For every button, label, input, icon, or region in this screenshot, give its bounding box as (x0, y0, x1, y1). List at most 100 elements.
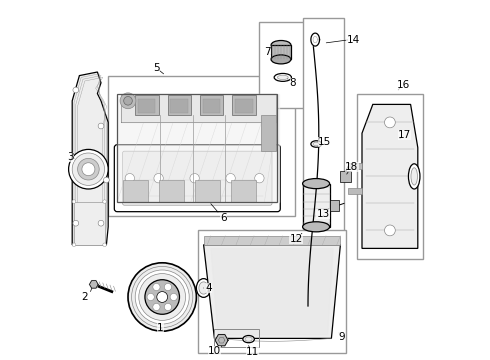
Bar (357, 94, 423, 259)
Bar (138, 99, 155, 113)
Text: 10: 10 (208, 346, 221, 356)
Ellipse shape (411, 168, 417, 185)
Polygon shape (215, 334, 228, 346)
Ellipse shape (409, 164, 420, 189)
Bar (117, 94, 277, 202)
Circle shape (125, 174, 134, 183)
Circle shape (385, 117, 395, 128)
Bar (198, 230, 346, 353)
Circle shape (147, 293, 154, 301)
Ellipse shape (303, 179, 330, 189)
Text: 7: 7 (264, 47, 270, 57)
Circle shape (72, 200, 76, 203)
Bar (232, 95, 256, 115)
Text: 13: 13 (317, 209, 330, 219)
Circle shape (255, 174, 264, 183)
Bar (204, 236, 341, 245)
Circle shape (154, 174, 163, 183)
Text: 2: 2 (81, 292, 88, 302)
Bar (203, 99, 220, 113)
Bar (122, 180, 148, 202)
Circle shape (103, 177, 109, 183)
Circle shape (139, 274, 186, 320)
Circle shape (98, 123, 104, 129)
Bar (74, 202, 104, 245)
Bar (159, 180, 184, 202)
Circle shape (135, 270, 189, 324)
Bar (261, 115, 275, 151)
Bar (135, 95, 159, 115)
Ellipse shape (311, 141, 321, 147)
Text: 5: 5 (153, 63, 160, 73)
Text: 17: 17 (398, 130, 411, 140)
Text: 4: 4 (206, 283, 212, 293)
Polygon shape (362, 104, 418, 248)
Text: 8: 8 (290, 78, 296, 88)
Polygon shape (72, 72, 108, 245)
Polygon shape (204, 245, 341, 338)
Circle shape (73, 87, 79, 93)
Ellipse shape (245, 337, 252, 341)
Text: 16: 16 (397, 80, 410, 90)
Bar (195, 180, 220, 202)
Ellipse shape (271, 40, 291, 49)
Text: 1: 1 (157, 323, 164, 333)
Bar (259, 22, 319, 108)
Circle shape (82, 163, 95, 176)
Circle shape (145, 280, 179, 314)
Circle shape (132, 266, 193, 328)
Circle shape (226, 174, 235, 183)
Bar (200, 95, 223, 115)
Bar (347, 163, 362, 169)
Text: 18: 18 (345, 162, 359, 172)
Ellipse shape (243, 336, 254, 343)
Circle shape (69, 149, 108, 189)
Bar (271, 45, 291, 59)
Text: 14: 14 (346, 35, 360, 45)
Ellipse shape (313, 142, 319, 146)
Circle shape (73, 220, 79, 226)
Circle shape (164, 283, 171, 291)
Bar (168, 95, 191, 115)
Bar (330, 200, 339, 211)
Bar (347, 188, 362, 194)
Circle shape (128, 263, 196, 331)
Polygon shape (90, 281, 98, 288)
Circle shape (123, 96, 132, 105)
Polygon shape (121, 94, 275, 122)
Ellipse shape (196, 279, 211, 297)
Ellipse shape (277, 75, 288, 80)
Bar (171, 99, 188, 113)
FancyBboxPatch shape (114, 145, 280, 212)
Text: 15: 15 (318, 137, 331, 147)
Circle shape (103, 243, 106, 247)
Text: 6: 6 (220, 213, 227, 223)
Bar (235, 99, 252, 113)
Circle shape (72, 243, 76, 247)
Circle shape (153, 303, 160, 311)
Bar (341, 171, 351, 182)
Circle shape (385, 225, 395, 236)
Circle shape (103, 200, 106, 203)
Circle shape (164, 303, 171, 311)
Polygon shape (211, 248, 333, 335)
Bar (108, 76, 295, 216)
Bar (231, 180, 256, 202)
Text: 3: 3 (67, 152, 74, 162)
Circle shape (120, 93, 136, 109)
Polygon shape (117, 94, 279, 202)
Bar (303, 184, 330, 227)
Text: 12: 12 (290, 234, 303, 244)
Ellipse shape (274, 73, 292, 81)
Circle shape (153, 283, 160, 291)
Bar (303, 18, 344, 331)
Circle shape (157, 292, 168, 302)
Circle shape (72, 153, 104, 185)
Bar (215, 329, 259, 347)
Text: 9: 9 (338, 332, 345, 342)
Text: 11: 11 (245, 347, 259, 357)
Circle shape (190, 174, 199, 183)
Circle shape (170, 293, 177, 301)
Ellipse shape (271, 55, 291, 64)
Ellipse shape (199, 282, 208, 294)
